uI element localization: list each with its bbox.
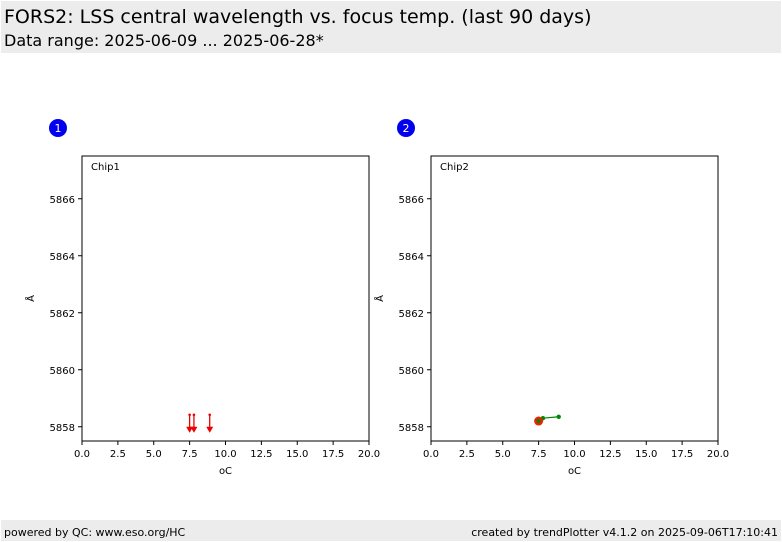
arrow-tail-dot [188,413,191,417]
x-tick-label: 17.5 [671,449,693,460]
data-point-arrow [186,413,194,433]
arrow-head [206,426,214,433]
footer-credit: powered by QC: www.eso.org/HC [4,526,186,539]
x-tick-label: 17.5 [322,449,344,460]
page-title: FORS2: LSS central wavelength vs. focus … [4,6,592,28]
y-tick-label: 5862 [399,309,424,320]
x-tick-label: 15.0 [286,449,308,460]
panel-badge [397,119,415,137]
plot-frame [81,155,370,442]
x-tick-label: 7.5 [182,449,198,460]
x-axis-label: oC [568,466,581,477]
panel-label: Chip2 [440,162,469,173]
y-tick-label: 5866 [399,195,424,206]
x-tick-label: 12.5 [599,449,621,460]
arrow-head [190,426,198,433]
y-tick-label: 5864 [50,252,75,263]
chart-panel-1: 1 Chip1 0.0 2.5 5.0 7.5 10.0 12.5 15.0 17.5 20.0 58… [24,119,380,477]
panel-badge-number: 1 [55,122,62,135]
x-tick-label: 15.0 [635,449,657,460]
x-tick-label: 2.5 [110,449,126,460]
y-tick-label: 5864 [399,252,424,263]
x-tick-label: 20.0 [707,449,729,460]
page-subtitle: Data range: 2025-06-09 ... 2025-06-28* [4,31,324,50]
header-bar: FORS2: LSS central wavelength vs. focus … [1,1,781,53]
highlight-point-center [536,419,541,424]
x-tick-label: 12.5 [250,449,272,460]
y-tick-label: 5860 [399,366,424,377]
x-tick-label: 5.0 [495,449,511,460]
footer-created: created by trendPlotter v4.1.2 on 2025-0… [471,526,778,539]
panel-badge [49,119,67,137]
y-tick-label: 5860 [50,366,75,377]
footer-bar: powered by QC: www.eso.org/HC created by… [1,520,781,541]
x-tick-label: 0.0 [74,449,90,460]
x-tick-label: 5.0 [146,449,162,460]
y-tick-label: 5858 [50,423,75,434]
x-tick-label: 10.0 [214,449,236,460]
x-tick-label: 20.0 [358,449,380,460]
x-axis-label: oC [219,466,232,477]
panel-label: Chip1 [91,162,120,173]
x-tick-label: 2.5 [459,449,475,460]
chart-panel-2: 2 Chip2 0.0 2.5 5.0 7.5 10.0 12.5 15.0 17.5 20.0 58… [373,119,729,477]
x-tick-label: 0.0 [423,449,439,460]
panel-badge-number: 2 [403,122,410,135]
y-tick-label: 5862 [50,309,75,320]
plot-frame [430,155,719,442]
arrow-tail-dot [192,413,196,417]
data-point-arrow [206,413,214,433]
arrow-tail-dot [208,413,212,417]
y-axis-label: Å [373,295,386,302]
data-point [556,414,561,419]
y-axis-label: Å [24,295,37,302]
x-tick-label: 7.5 [531,449,547,460]
data-point-arrow [190,413,198,433]
y-tick-label: 5858 [399,423,424,434]
x-tick-label: 10.0 [563,449,585,460]
y-tick-label: 5866 [50,195,75,206]
